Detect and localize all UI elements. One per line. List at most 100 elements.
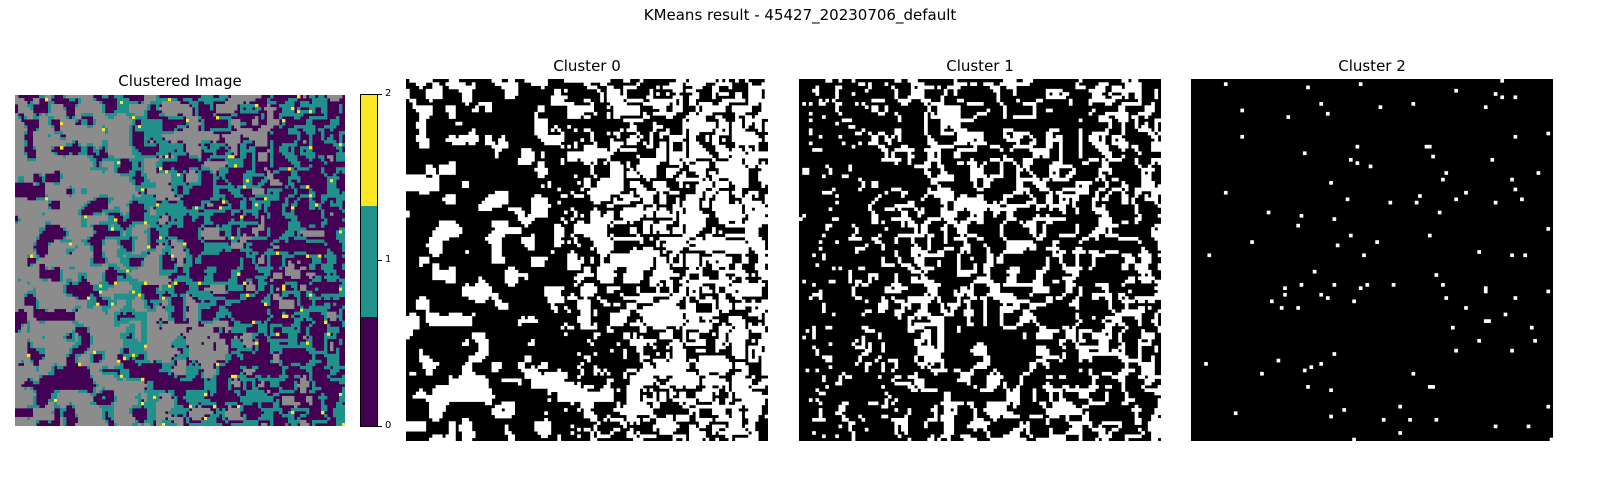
pixel-run: [312, 383, 316, 388]
pixel-run: [90, 332, 121, 337]
pixel-run: [406, 181, 440, 185]
pixel-run: [27, 329, 31, 334]
pixel-run: [758, 253, 766, 258]
pixel-run: [448, 161, 456, 165]
pixel-run: [468, 296, 489, 300]
pixel-run: [698, 371, 710, 376]
pixel-run: [646, 177, 650, 182]
pixel-run: [279, 149, 289, 153]
pixel-run: [183, 245, 187, 249]
pixel-run: [980, 164, 984, 169]
pixel-run: [231, 422, 259, 426]
pixel-run: [851, 144, 856, 149]
pixel-run: [718, 431, 749, 435]
pixel-run: [712, 177, 720, 182]
pixel-run: [818, 246, 823, 251]
pixel-run: [1058, 250, 1066, 254]
pixel-run: [87, 200, 91, 204]
pixel-run: [1101, 286, 1109, 291]
pixel-run: [144, 221, 148, 225]
pixel-run: [117, 248, 127, 252]
pixel-run: [327, 416, 331, 421]
pixel-run: [537, 174, 545, 179]
pixel-run: [822, 174, 826, 179]
pixel-run: [39, 368, 52, 373]
pixel-run: [147, 239, 151, 243]
pixel-run: [159, 257, 163, 261]
pixel-run: [138, 392, 142, 397]
pixel-run: [147, 317, 160, 322]
pixel-run: [1058, 194, 1080, 198]
pixel-run: [484, 134, 492, 139]
pixel-run: [216, 341, 226, 346]
pixel-run: [1082, 184, 1089, 188]
pixel-run: [270, 182, 283, 186]
pixel-run: [243, 134, 268, 138]
pixel-run: [685, 260, 700, 264]
pixel-run: [336, 158, 345, 162]
pixel-run: [593, 368, 601, 373]
pixel-run: [1032, 319, 1037, 323]
pixel-run: [999, 102, 1004, 106]
pixel-run: [285, 266, 295, 270]
pixel-run: [983, 312, 987, 317]
pixel-run: [685, 315, 700, 320]
pixel-run: [240, 404, 244, 409]
pixel-run: [1012, 190, 1024, 195]
pixel-run: [108, 224, 112, 228]
pixel-run: [940, 362, 945, 366]
pixel-run: [636, 164, 657, 169]
pixel-run: [960, 194, 968, 198]
pixel-run: [1006, 85, 1017, 90]
pixel-run: [897, 260, 902, 264]
pixel-run: [312, 260, 322, 264]
pixel-run: [279, 266, 283, 270]
pixel-run: [150, 179, 172, 183]
pixel-run: [246, 392, 268, 397]
pixel-run: [75, 410, 103, 415]
pixel-run: [141, 170, 145, 174]
pixel-run: [147, 314, 169, 319]
pixel-run: [342, 392, 345, 397]
pixel-run: [1078, 329, 1093, 333]
pixel-run: [927, 217, 941, 221]
pixel-run: [828, 279, 836, 284]
pixel-run: [649, 134, 654, 139]
pixel-run: [144, 260, 160, 264]
pixel-run: [78, 362, 82, 367]
pixel-run: [246, 245, 250, 249]
pixel-run: [15, 269, 40, 273]
pixel-run: [201, 239, 205, 243]
pixel-run: [570, 424, 575, 429]
pixel-run: [1147, 299, 1155, 304]
pixel-run: [75, 305, 82, 310]
pixel-run: [815, 92, 820, 96]
pixel-run: [1157, 184, 1161, 188]
pixel-run: [240, 371, 244, 376]
pixel-run: [141, 392, 148, 397]
pixel-run: [557, 394, 614, 399]
pixel-run: [758, 338, 768, 343]
pixel-run: [419, 355, 430, 360]
pixel-run: [963, 243, 971, 248]
pixel-run: [75, 248, 91, 252]
pixel-run: [1058, 394, 1063, 399]
pixel-run: [42, 173, 46, 177]
pixel-run: [754, 144, 759, 149]
pixel-run: [336, 347, 340, 352]
pixel-run: [1078, 391, 1089, 396]
pixel-run: [412, 394, 496, 399]
pixel-run: [141, 194, 154, 198]
pixel-run: [629, 250, 660, 254]
pixel-run: [871, 134, 879, 139]
pixel-run: [192, 326, 214, 331]
pixel-run: [294, 251, 307, 255]
pixel-run: [294, 317, 304, 322]
pixel-run: [580, 157, 598, 162]
pixel-run: [629, 181, 641, 185]
pixel-run: [626, 401, 647, 406]
pixel-run: [1052, 92, 1060, 96]
pixel-run: [87, 155, 94, 159]
pixel-run: [267, 215, 271, 219]
pixel-run: [966, 315, 971, 320]
